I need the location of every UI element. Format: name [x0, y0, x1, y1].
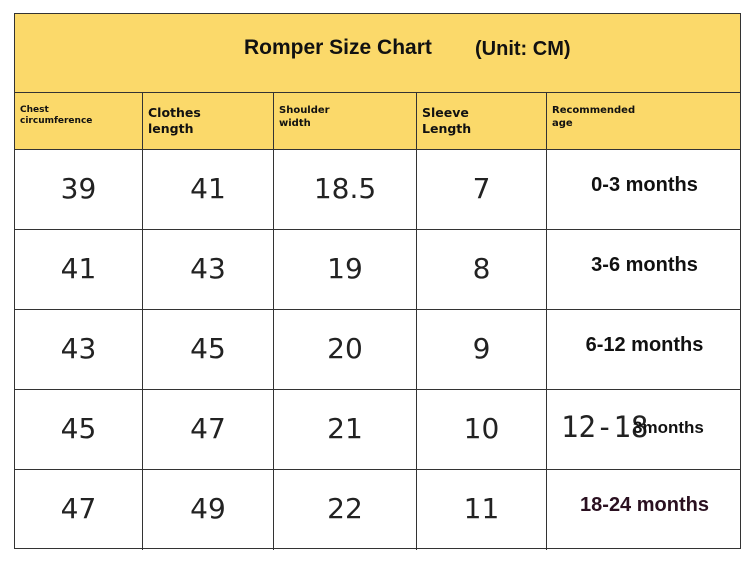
length-value: 45: [190, 332, 226, 365]
age-prefix: 12-18: [561, 410, 649, 444]
sleeve-value: 8: [472, 252, 491, 285]
shoulder-value: 22: [327, 492, 363, 525]
header-chest: Chest circumference: [15, 93, 143, 149]
cell-age: 6-12 months: [547, 310, 742, 389]
age-value: 6-12 months: [585, 334, 704, 356]
cell-age: 18-24 months: [547, 470, 742, 550]
chart-title: Romper Size Chart: [244, 36, 432, 59]
header-shoulder: Shoulder width: [274, 93, 417, 149]
header-label: Shoulder width: [279, 105, 330, 129]
table-row: 45 47 21 10 12-18 3months: [15, 390, 740, 470]
cell-shoulder: 22: [274, 470, 417, 550]
cell-length: 45: [143, 310, 274, 389]
length-value: 43: [190, 252, 226, 285]
header-row: Chest circumference Clothes length Shoul…: [15, 93, 740, 150]
cell-sleeve: 11: [417, 470, 547, 550]
cell-chest: 39: [15, 150, 143, 229]
cell-length: 41: [143, 150, 274, 229]
sleeve-value: 11: [463, 492, 500, 525]
cell-sleeve: 8: [417, 230, 547, 309]
header-label: Clothes length: [148, 105, 201, 136]
table-row: 43 45 20 9 6-12 months: [15, 310, 740, 390]
header-label: Sleeve Length: [422, 105, 472, 136]
cell-length: 43: [143, 230, 274, 309]
chart-unit: (Unit: CM): [475, 38, 571, 60]
table-row: 47 49 22 11 18-24 months: [15, 470, 740, 550]
age-value: 0-3 months: [591, 174, 698, 196]
length-value: 41: [190, 172, 226, 205]
age-value: 12-18 3months: [561, 410, 704, 444]
header-label: Chest circumference: [20, 105, 93, 127]
cell-sleeve: 10: [417, 390, 547, 469]
cell-chest: 45: [15, 390, 143, 469]
chest-value: 41: [60, 252, 97, 285]
cell-chest: 47: [15, 470, 143, 550]
cell-length: 47: [143, 390, 274, 469]
cell-shoulder: 21: [274, 390, 417, 469]
table-row: 41 43 19 8 3-6 months: [15, 230, 740, 310]
cell-age: 0-3 months: [547, 150, 742, 229]
header-age: Recommended age: [547, 93, 742, 149]
sleeve-value: 10: [463, 412, 500, 445]
cell-chest: 43: [15, 310, 143, 389]
header-length: Clothes length: [143, 93, 274, 149]
length-value: 49: [190, 492, 226, 525]
age-value: 3-6 months: [591, 254, 698, 276]
cell-shoulder: 20: [274, 310, 417, 389]
shoulder-value: 18.5: [313, 172, 377, 205]
chest-value: 45: [60, 412, 97, 445]
cell-shoulder: 19: [274, 230, 417, 309]
header-sleeve: Sleeve Length: [417, 93, 547, 149]
shoulder-value: 19: [327, 252, 363, 285]
length-value: 47: [190, 412, 226, 445]
age-suffix: 3months: [633, 418, 704, 437]
table-row: 39 41 18.5 7 0-3 months: [15, 150, 740, 230]
header-label: Recommended age: [552, 105, 636, 129]
cell-chest: 41: [15, 230, 143, 309]
cell-age: 12-18 3months: [547, 390, 742, 469]
shoulder-value: 21: [327, 412, 363, 445]
size-chart-table: Romper Size Chart (Unit: CM) Chest circu…: [14, 13, 741, 550]
cell-shoulder: 18.5: [274, 150, 417, 229]
chest-value: 47: [60, 492, 97, 525]
sleeve-value: 9: [472, 332, 491, 365]
table-body: 39 41 18.5 7 0-3 months 41 43 19 8 3-6 months 43 45…: [15, 150, 740, 550]
chest-value: 39: [60, 172, 97, 205]
sleeve-value: 7: [472, 172, 491, 205]
title-row: Romper Size Chart (Unit: CM): [15, 14, 740, 93]
cell-length: 49: [143, 470, 274, 550]
cell-sleeve: 7: [417, 150, 547, 229]
cell-sleeve: 9: [417, 310, 547, 389]
chest-value: 43: [60, 332, 97, 365]
cell-age: 3-6 months: [547, 230, 742, 309]
shoulder-value: 20: [327, 332, 363, 365]
age-value: 18-24 months: [580, 494, 709, 516]
